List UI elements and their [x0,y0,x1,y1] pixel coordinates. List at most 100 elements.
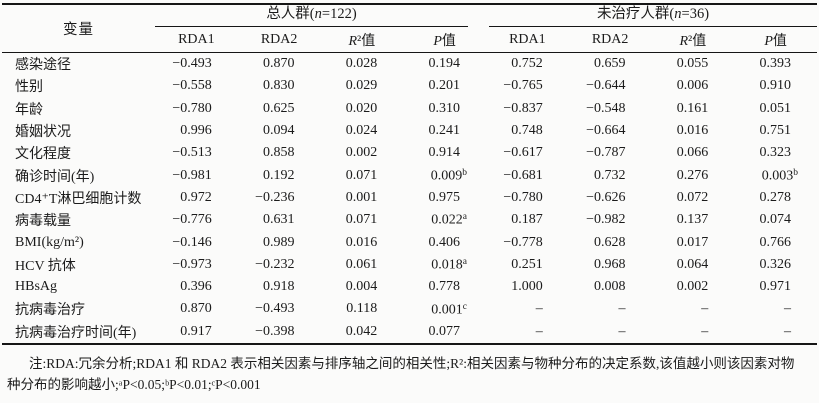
cell-value: 0.251 [511,256,543,272]
cell-value: 0.020 [345,100,378,116]
cell-value: −0.232 [255,256,295,272]
cell-value: −0.681 [503,167,543,183]
cell-value: −0.236 [255,189,295,205]
cell-value: – [784,301,791,317]
cell-value: 0.003b [761,167,798,184]
cell-value: 0.192 [263,167,295,183]
significance-superscript: c [462,301,467,312]
group-header-total-label: 总人群(n=122) [155,5,468,27]
cell-value: −0.780 [172,100,212,116]
cell-value: 0.918 [263,279,295,295]
cell-value: −0.626 [586,189,626,205]
cell-value: 0.055 [676,56,709,72]
cell-value: 0.628 [594,234,626,250]
cell-value: – [734,320,817,345]
paper-table-figure: 变量 总人群(n=122) 未治疗人群(n=36) RDA1 RDA2 R²值 P值 R… [2,0,817,395]
group-header-row: 变量 总人群(n=122) 未治疗人群(n=36) [2,4,817,53]
cell-value: 0.914 [428,145,461,161]
cell-value: – [486,320,569,345]
table-row: 病毒载量 −0.776 0.631 0.071 0.022a 0.187 −0.982 0.1… [2,209,817,231]
row-label: HCV 抗体 [15,258,76,274]
cell-value: −0.398 [237,320,321,345]
table-row: 性别 −0.558 0.830 0.029 0.201 −0.765 −0.644 0.006… [2,75,817,97]
cell-value: 0.752 [511,56,543,72]
col-header-p-group1: P值 [403,27,486,53]
cell-value: 0.071 [345,212,378,228]
cell-value: 0.972 [180,189,212,205]
table-row: 感染途径 −0.493 0.870 0.028 0.194 0.752 0.659 0.055… [2,53,817,76]
significance-superscript: b [793,167,798,178]
group-label-text: =36) [681,6,710,22]
cell-value: 0.310 [428,100,461,116]
col-header-r2-group2: R²值 [651,27,735,53]
col-header-rda2-group1: RDA2 [237,27,321,53]
group-label-text: 未治疗人群( [596,6,675,22]
table-row: HBsAg 0.396 0.918 0.004 0.778 1.000 0.008 0.002… [2,276,817,298]
cell-value: 0.748 [511,123,543,139]
cell-value: 0.968 [594,256,626,272]
cell-value: 0.002 [676,279,709,295]
cell-value: −0.776 [172,212,212,228]
cell-value: 0.061 [345,256,378,272]
cell-value: 0.276 [676,167,709,183]
row-label: 病毒载量 [15,214,71,230]
group-label-n: n [674,6,682,22]
cell-value: 0.074 [759,212,792,228]
group-header-untreated-population: 未治疗人群(n=36) [486,4,817,27]
row-label: HBsAg [15,279,58,295]
row-label: 性别 [15,80,43,96]
row-label: BMI(kg/m²) [15,234,84,250]
cell-value: 0.018a [431,256,467,273]
table-row: 抗病毒治疗时间(年) 0.917 −0.398 0.042 0.077– – – – [2,320,817,345]
group-label-text: =122) [321,6,357,22]
table-row: HCV 抗体 −0.973 −0.232 0.061 0.018a 0.251 0.968 0… [2,254,817,276]
cell-value: −0.982 [586,212,626,228]
rda-results-table: 变量 总人群(n=122) 未治疗人群(n=36) RDA1 RDA2 R²值 P值 R… [2,3,817,345]
cell-value: 0.017 [676,234,709,250]
cell-value: 0.326 [759,256,792,272]
cell-value: 0.778 [428,279,461,295]
row-label: 文化程度 [15,147,71,163]
cell-value: – [701,301,709,317]
cell-value: 0.241 [428,123,461,139]
significance-superscript: b [462,167,467,178]
cell-value: 0.201 [428,78,461,94]
significance-superscript: a [462,256,467,267]
cell-value: −0.780 [503,189,543,205]
col-header-p-group2: P值 [734,27,817,53]
cell-value: 0.029 [345,78,378,94]
cell-value: −0.513 [172,145,212,161]
row-label: CD4⁺T淋巴细胞计数 [15,191,142,207]
cell-value: 0.323 [759,145,792,161]
cell-value: 0.830 [263,78,295,94]
significance-superscript: a [462,212,467,223]
row-label: 抗病毒治疗 [15,303,85,319]
row-label: 感染途径 [15,58,71,74]
table-row: 文化程度 −0.513 0.858 0.002 0.914 −0.617 −0.787 0.0… [2,142,817,164]
cell-value: – [535,301,543,317]
cell-value: 0.001 [345,189,378,205]
cell-value: 0.161 [676,100,709,116]
cell-value: 0.072 [676,189,709,205]
cell-value: 0.975 [428,189,461,205]
cell-value: 0.406 [428,234,461,250]
cell-value: 0.870 [263,56,295,72]
cell-value: −0.617 [503,145,543,161]
row-label: 确诊时间(年) [15,169,95,185]
table-row: CD4⁺T淋巴细胞计数 0.972 −0.236 0.001 0.975 −0.780 −0… [2,187,817,209]
cell-value: 0.910 [759,78,792,94]
cell-value: 0.071 [345,167,378,183]
cell-value: −0.146 [172,234,212,250]
cell-value: −0.548 [586,100,626,116]
cell-value: 0.870 [180,301,212,317]
group-label-n: n [314,6,322,22]
cell-value: 0.751 [759,123,792,139]
col-header-rda1-group2: RDA1 [486,27,569,53]
cell-value: 0.996 [180,123,212,139]
row-label: 抗病毒治疗时间(年) [2,320,155,345]
cell-value: 0.016 [676,123,709,139]
cell-value: 0.066 [676,145,709,161]
table-row: 年龄 −0.780 0.625 0.020 0.310 −0.837 −0.548 0.161… [2,98,817,120]
cell-value: – [568,320,652,345]
cell-value: −0.664 [586,123,626,139]
